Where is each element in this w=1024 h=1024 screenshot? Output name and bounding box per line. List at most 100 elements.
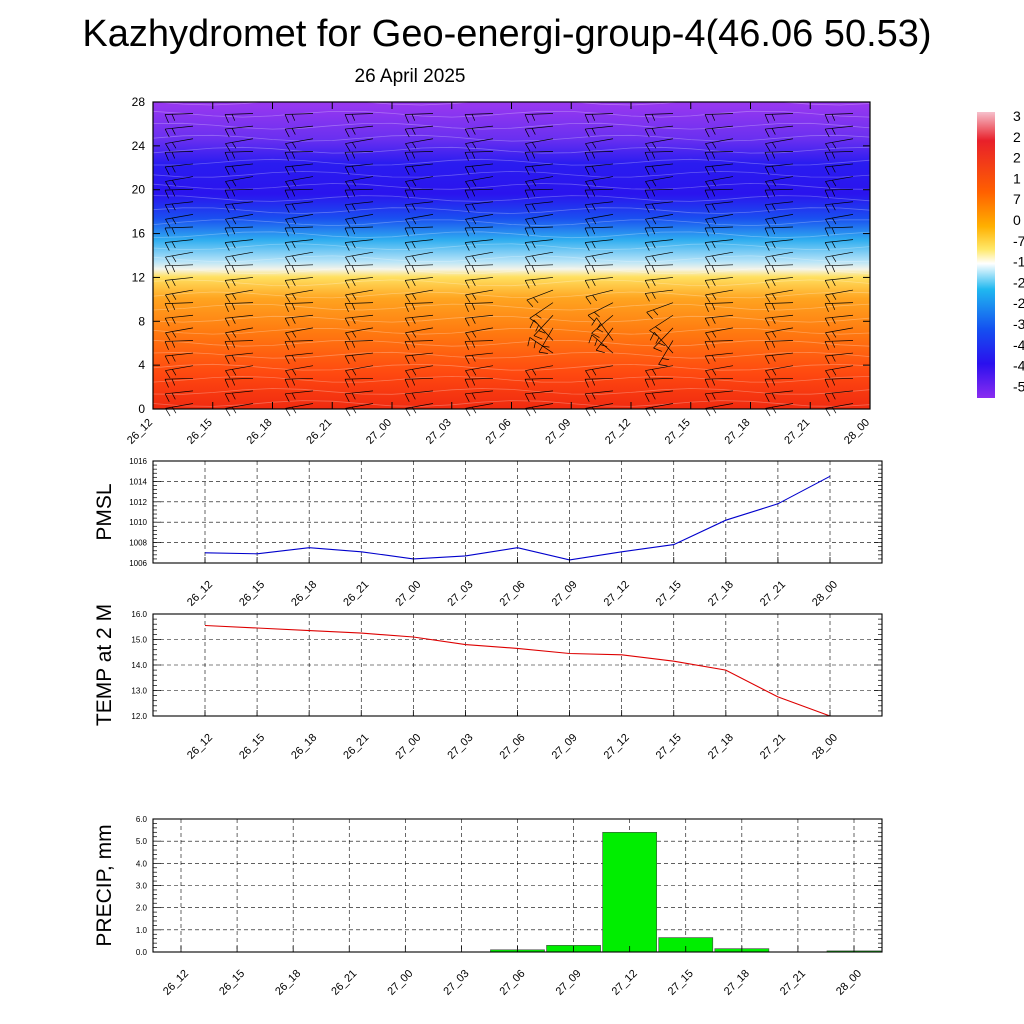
wind-barb <box>525 251 554 265</box>
barb-flag <box>224 114 229 123</box>
barb-flag <box>411 128 416 135</box>
wind-barb <box>824 188 854 199</box>
barb-shaft <box>825 113 854 115</box>
barb-flag <box>531 265 536 273</box>
barb-shaft <box>705 327 734 334</box>
barb-flag <box>771 279 776 287</box>
wind-barb <box>588 334 614 354</box>
barb-flag <box>171 392 176 400</box>
wind-barb <box>705 403 734 417</box>
wind-barb <box>704 201 734 213</box>
barb-shaft <box>345 251 374 258</box>
barb-shaft <box>705 226 734 229</box>
x-tick-label: 26_15 <box>237 732 267 762</box>
x-tick-label: 27_09 <box>554 968 584 998</box>
barb-shaft <box>285 302 314 304</box>
x-tick-label: 26_18 <box>289 579 319 609</box>
barb-flag <box>649 330 658 337</box>
wind-barb <box>225 214 254 228</box>
wind-barb <box>527 337 554 354</box>
barb-flag <box>344 341 349 350</box>
barb-flag <box>712 293 717 300</box>
barb-flag <box>231 378 236 386</box>
barb-flag <box>704 227 709 237</box>
barb-shaft <box>825 377 854 380</box>
barb-flag <box>644 128 650 138</box>
barb-shaft <box>165 113 194 115</box>
barb-flag <box>771 355 776 362</box>
barb-flag <box>533 341 536 349</box>
barb-flag <box>292 406 297 414</box>
barb-shaft <box>165 125 194 130</box>
barb-flag <box>471 114 476 121</box>
wind-barb <box>764 277 794 289</box>
barb-flag <box>292 369 297 376</box>
barb-shaft <box>285 365 314 371</box>
barb-flag <box>171 241 176 249</box>
contour-line <box>152 207 871 214</box>
wind-barb <box>464 352 494 365</box>
barb-flag <box>592 406 597 414</box>
barb-shaft <box>285 226 314 229</box>
barb-flag <box>411 241 416 249</box>
y-tick-label: 4 <box>138 358 145 372</box>
barb-flag <box>652 369 657 376</box>
wind-barb <box>224 226 254 237</box>
barb-flag <box>172 293 177 300</box>
barb-shaft <box>765 201 794 206</box>
barb-flag <box>831 203 836 211</box>
wind-barb <box>345 214 374 228</box>
barb-flag <box>704 204 710 213</box>
wind-barb <box>584 264 614 275</box>
barb-flag <box>764 303 769 313</box>
barb-flag <box>764 114 769 123</box>
wind-barb <box>224 264 254 275</box>
barb-flag <box>591 128 596 135</box>
barb-flag <box>591 378 596 386</box>
y-tick-label: 14.0 <box>131 661 147 670</box>
barb-flag <box>231 317 236 324</box>
barb-flag <box>831 378 836 386</box>
wind-barb <box>584 113 614 123</box>
wind-barb <box>404 390 434 402</box>
wind-barb <box>653 327 674 352</box>
barb-shaft <box>165 352 194 357</box>
barb-flag <box>531 227 536 235</box>
barb-flag <box>711 355 716 362</box>
colorbar-label: 2 <box>1013 129 1021 145</box>
wind-barb <box>585 214 614 228</box>
barb-shaft <box>825 201 854 206</box>
barb-shaft <box>645 251 674 258</box>
barb-shaft <box>765 264 794 267</box>
barb-flag <box>711 151 716 159</box>
barb-shaft <box>465 176 494 182</box>
barb-flag <box>351 279 356 287</box>
barb-shaft <box>705 365 734 371</box>
barb-flag <box>171 303 176 310</box>
wind-barb <box>165 327 194 341</box>
barb-flag <box>772 293 777 300</box>
barb-flag <box>764 280 770 289</box>
barb-flag <box>651 279 656 287</box>
wind-barb <box>524 390 554 402</box>
barb-flag <box>224 128 230 138</box>
barb-flag <box>764 190 769 199</box>
barb-flag <box>231 165 236 173</box>
wind-barb <box>164 264 194 275</box>
barb-shaft <box>525 201 554 206</box>
wind-barb <box>644 226 674 237</box>
barb-shaft <box>645 125 674 130</box>
barb-shaft <box>653 327 674 349</box>
wind-barb <box>524 226 554 237</box>
x-tick-label: 27_18 <box>723 417 753 447</box>
barb-shaft <box>225 251 254 258</box>
barb-flag <box>412 217 417 225</box>
barb-flag <box>351 114 356 121</box>
barb-shaft <box>225 138 254 144</box>
barb-flag <box>824 280 830 289</box>
wind-barb <box>164 352 194 365</box>
barb-shaft <box>645 390 674 395</box>
wind-barb <box>584 277 614 289</box>
barb-flag <box>171 378 176 386</box>
barb-flag <box>711 241 716 249</box>
